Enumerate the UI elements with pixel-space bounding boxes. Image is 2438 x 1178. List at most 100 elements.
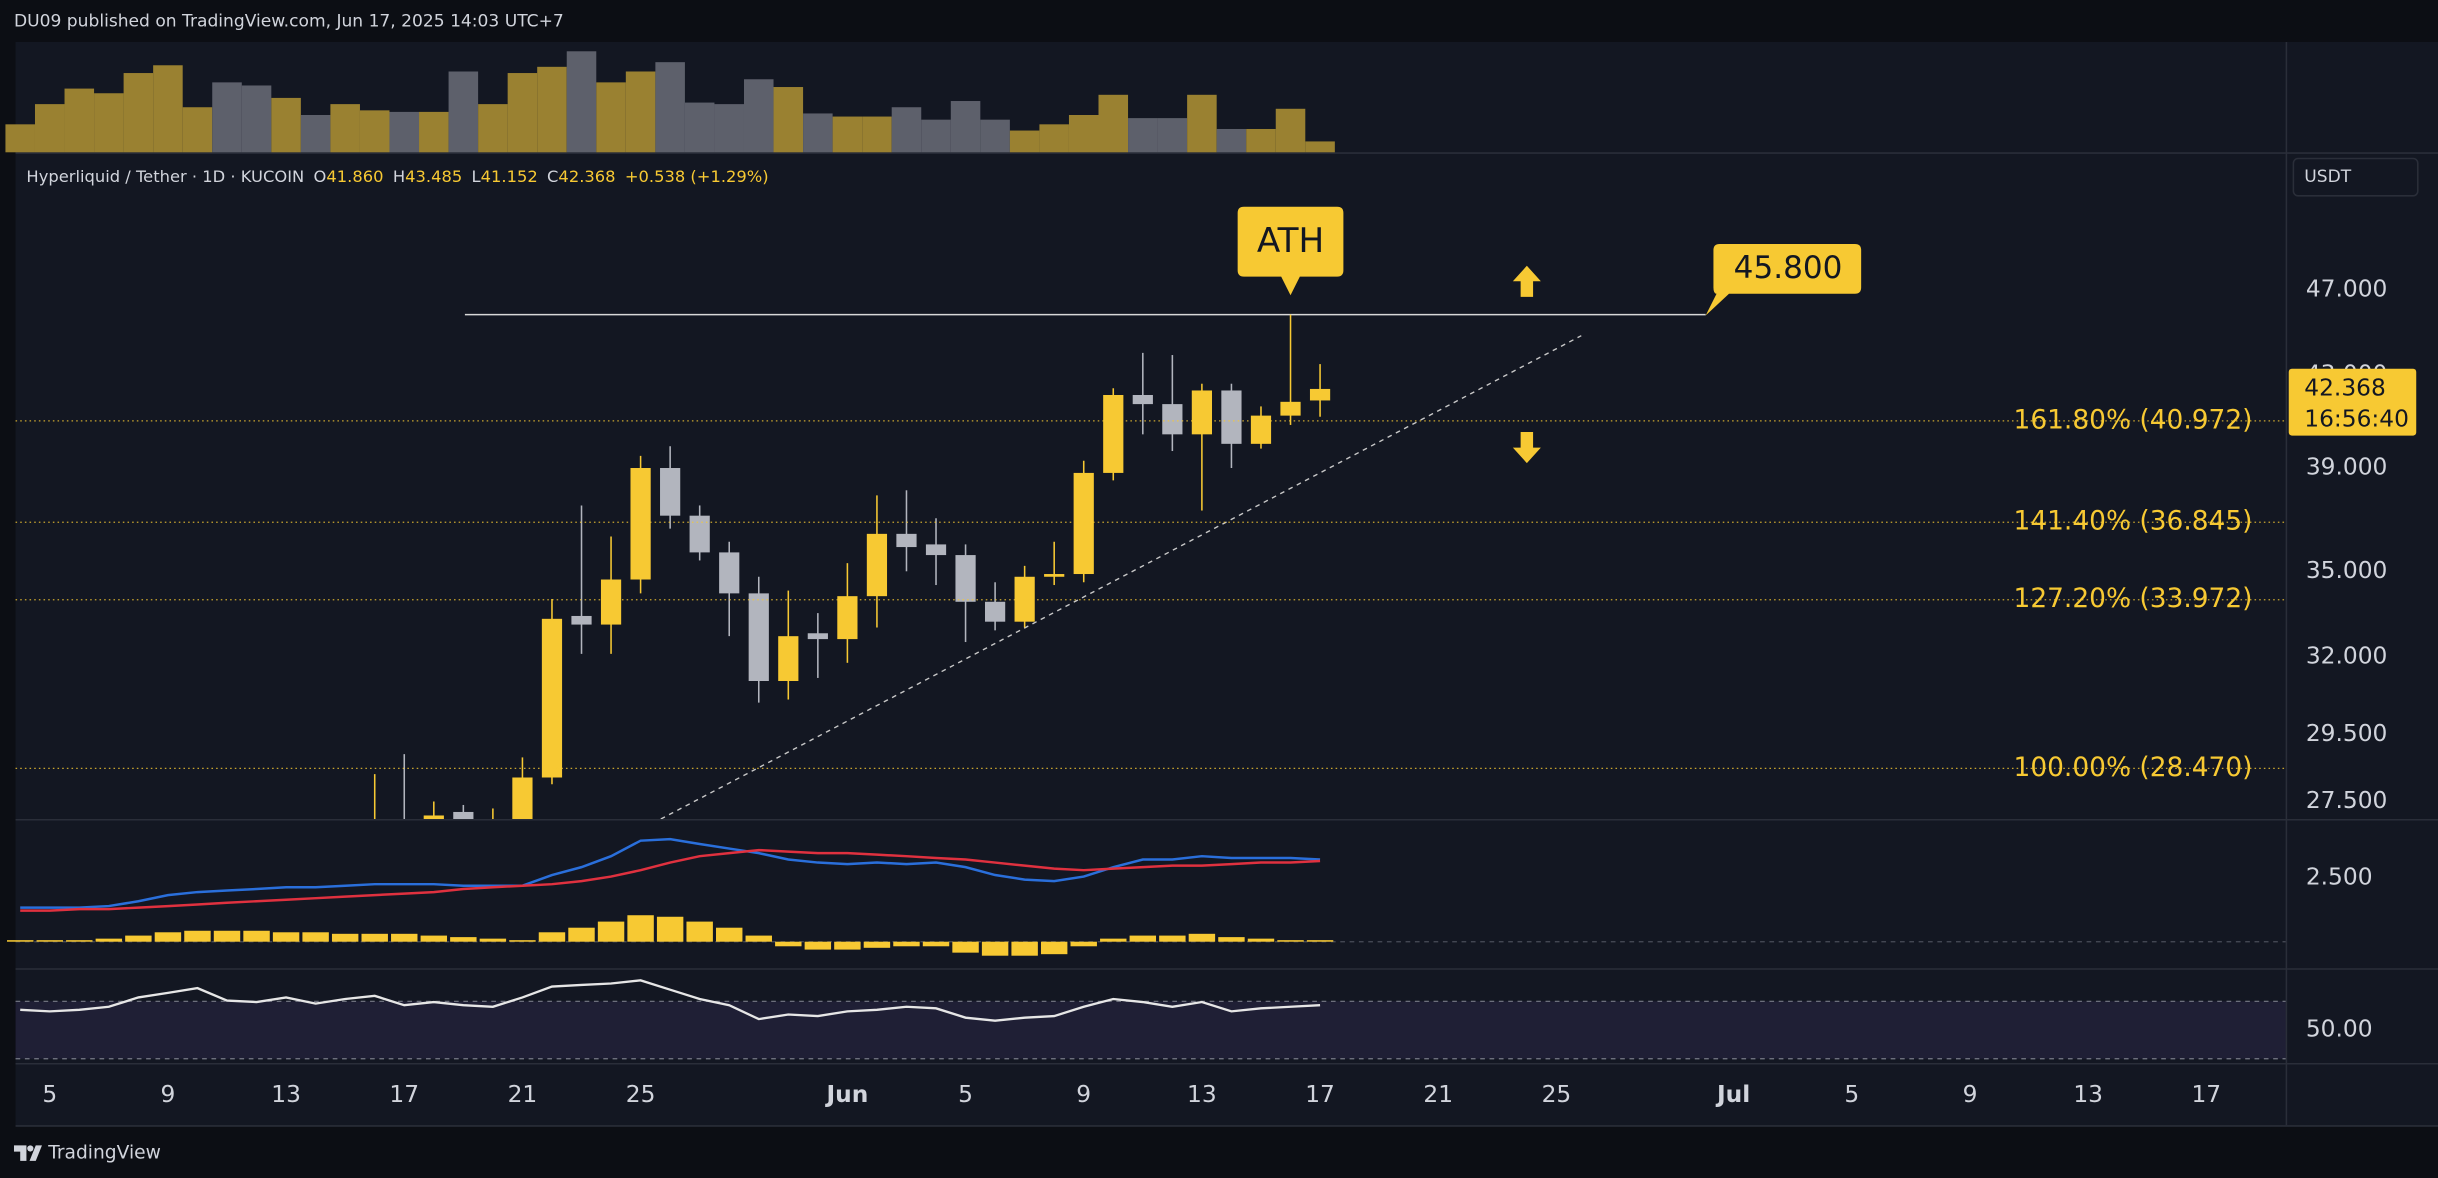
macd-hist (1011, 941, 1038, 956)
macd-hist (6, 940, 34, 942)
ath-callout: ATH (1237, 206, 1344, 296)
volume-bar (419, 111, 449, 153)
x-tick-label: 13 (2073, 1081, 2103, 1108)
level-label: 161.80% (40.972) (2014, 404, 2253, 435)
macd-hist (981, 941, 1009, 956)
macd-hist (272, 932, 300, 942)
volume-bar (625, 71, 656, 153)
x-tick-label: 21 (1423, 1081, 1453, 1108)
candle-body (660, 468, 681, 516)
symbol: Hyperliquid / Tether · 1D · KUCOIN (26, 167, 304, 186)
volume-bar (94, 93, 124, 153)
macd-hist (1247, 938, 1275, 942)
x-tick-label: 21 (508, 1081, 538, 1108)
volume-bar (832, 116, 863, 153)
x-tick-label: 17 (2191, 1081, 2221, 1108)
macd-hist (1306, 940, 1334, 942)
macd-hist (627, 915, 654, 942)
candle-body (1191, 390, 1213, 435)
macd-hist (893, 941, 920, 947)
candle-body (807, 633, 828, 640)
candle-body (748, 593, 769, 681)
y-tick-label: 29.500 (2306, 720, 2388, 747)
volume-bar (537, 66, 567, 153)
macd-hist (95, 938, 123, 942)
y-tick-label: 32.000 (2306, 642, 2388, 669)
candle-body (512, 777, 533, 820)
volume-bar (950, 101, 981, 153)
candle-body (571, 615, 592, 625)
volume-bar (921, 119, 951, 153)
change: +0.538 (+1.29%) (625, 167, 769, 186)
x-tick-label: 13 (271, 1081, 301, 1108)
ohlc-value: 41.860 (326, 167, 383, 186)
macd-hist (568, 927, 595, 942)
macd-hist (66, 940, 93, 942)
macd-hist (213, 930, 241, 942)
macd-hist (243, 930, 270, 942)
x-tick-label: 17 (1305, 1081, 1335, 1108)
volume-bar (212, 82, 242, 153)
x-tick-label: 5 (42, 1081, 57, 1108)
volume-bar (862, 116, 892, 153)
ohlc-key: L (472, 167, 481, 186)
volume-bar (1039, 124, 1069, 153)
level-label: 127.20% (33.972) (2014, 583, 2253, 614)
ath-bubble (1237, 206, 1344, 296)
countdown: 16:56:40 (2304, 406, 2409, 433)
macd-hist (597, 921, 625, 942)
ath-price-bubble (1705, 243, 1862, 316)
volume-bar (359, 110, 390, 153)
y-tick-label: 27.500 (2306, 787, 2388, 814)
candle-body (1162, 404, 1183, 435)
x-tick-label: 17 (389, 1081, 419, 1108)
volume-bar (1187, 94, 1217, 153)
ath-text: ATH (1257, 221, 1324, 261)
volume-bar (1068, 115, 1099, 153)
macd-hist (1218, 937, 1245, 942)
volume-bar (1128, 118, 1158, 153)
chart-area (15, 41, 2286, 1126)
volume-bar (714, 104, 744, 153)
macd-hist (331, 933, 359, 942)
macd-hist (302, 932, 329, 942)
macd-hist (450, 937, 477, 942)
volume-bar (271, 97, 301, 153)
candle-body (719, 552, 740, 594)
candle-body (482, 819, 503, 820)
candle-body (1221, 390, 1242, 444)
price-axis (2285, 41, 2438, 1126)
volume-bar (803, 113, 833, 153)
macd-hist (716, 927, 743, 942)
macd-hist (479, 938, 507, 942)
macd-hist (391, 933, 418, 942)
candle-body (1103, 394, 1124, 473)
macd-hist (1188, 933, 1216, 942)
candle-body (1073, 472, 1094, 575)
volume-bar (1098, 94, 1129, 153)
macd-hist (775, 941, 802, 947)
macd-hist (834, 941, 861, 950)
macd-hist (1100, 938, 1127, 942)
macd-hist (420, 935, 448, 942)
macd-hist (125, 935, 152, 942)
candle-body (600, 579, 622, 625)
macd-hist (804, 941, 832, 950)
candle-body (984, 601, 1006, 622)
ath-price-callout: 45.800 (1705, 243, 1862, 316)
macd-hist (686, 921, 713, 942)
volume-bar (448, 71, 479, 153)
x-tick-label: Jun (824, 1081, 868, 1108)
level-label: 100.00% (28.470) (2014, 752, 2253, 783)
macd-hist (184, 930, 211, 942)
price-pane (373, 313, 1706, 820)
volume-bar (478, 104, 508, 153)
volume-bar (980, 119, 1010, 153)
symbol-legend: Hyperliquid / Tether · 1D · KUCOIN O41.86… (26, 167, 768, 186)
volume-bar (1246, 128, 1276, 153)
candle-body (630, 468, 651, 580)
candle-body (1132, 394, 1153, 405)
volume-bar (773, 87, 804, 153)
currency: USDT (2304, 167, 2352, 187)
ohlc-value: 43.485 (405, 167, 462, 186)
